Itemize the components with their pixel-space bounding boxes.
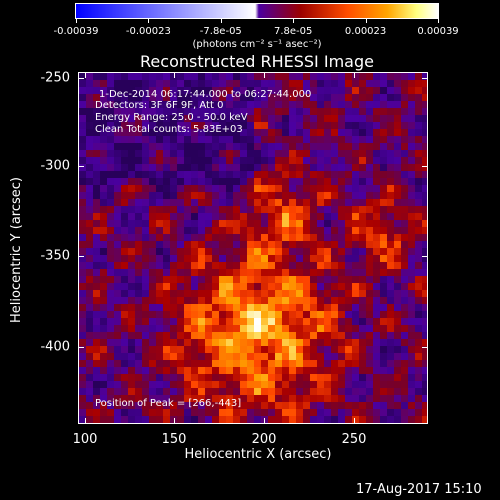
axis-tick <box>85 418 86 424</box>
colorbar-tick <box>220 19 222 23</box>
image-frame: 1-Dec-2014 06:17:44.000 to 06:27:44.000 … <box>78 72 428 424</box>
y-tick-label: -250 <box>40 70 70 86</box>
colorbar-tick-label: -0.00039 <box>53 26 99 37</box>
axis-tick <box>264 72 265 78</box>
colorbar-tick <box>438 19 439 23</box>
colorbar-tick-label: 7.8e-05 <box>273 26 313 37</box>
colorbar-tick <box>76 19 77 23</box>
timestamp: 17-Aug-2017 15:10 <box>356 482 482 497</box>
axis-tick <box>174 72 175 78</box>
axis-tick <box>174 418 175 424</box>
axis-tick <box>78 347 84 348</box>
axis-tick <box>422 78 428 79</box>
x-tick-label: 100 <box>72 432 98 447</box>
axis-tick <box>422 166 428 167</box>
info-line-counts: Clean Total counts: 5.83E+03 <box>95 124 243 135</box>
colorbar-tick <box>148 19 150 23</box>
axis-tick <box>78 166 84 167</box>
axis-tick <box>422 256 428 257</box>
y-axis-title: Heliocentric Y (arcsec) <box>9 177 24 323</box>
colorbar <box>75 3 439 19</box>
plot-title: Reconstructed RHESSI Image <box>140 52 374 71</box>
axis-tick <box>264 418 265 424</box>
info-line-energy: Energy Range: 25.0 - 50.0 keV <box>95 112 248 123</box>
x-axis-title: Heliocentric X (arcsec) <box>184 447 332 462</box>
hessi-image <box>79 73 427 423</box>
info-line-detectors: Detectors: 3F 6F 9F, Att 0 <box>95 100 224 111</box>
axis-tick <box>354 72 355 78</box>
y-tick-label: -300 <box>40 158 70 174</box>
colorbar-units: (photons cm⁻² s⁻¹ asec⁻²) <box>192 39 322 50</box>
colorbar-tick-label: 0.00023 <box>344 26 387 37</box>
x-tick-label: 200 <box>251 432 277 447</box>
colorbar-tick-label: -7.8e-05 <box>199 26 242 37</box>
y-tick-label: -400 <box>40 339 70 355</box>
x-tick-label: 150 <box>161 432 187 447</box>
colorbar-tick-label: 0.00039 <box>417 26 459 37</box>
colorbar-tick <box>365 19 367 23</box>
info-line-time: 1-Dec-2014 06:17:44.000 to 06:27:44.000 <box>99 89 312 100</box>
y-tick-label: -350 <box>40 248 70 264</box>
axis-tick <box>422 347 428 348</box>
x-tick-label: 250 <box>341 432 367 447</box>
axis-tick <box>85 72 86 78</box>
axis-tick <box>354 418 355 424</box>
axis-tick <box>78 256 84 257</box>
axis-tick <box>78 78 84 79</box>
colorbar-tick-label: -0.00023 <box>125 26 171 37</box>
colorbar-tick <box>293 19 295 23</box>
peak-position-label: Position of Peak = [266,-443] <box>95 398 242 409</box>
